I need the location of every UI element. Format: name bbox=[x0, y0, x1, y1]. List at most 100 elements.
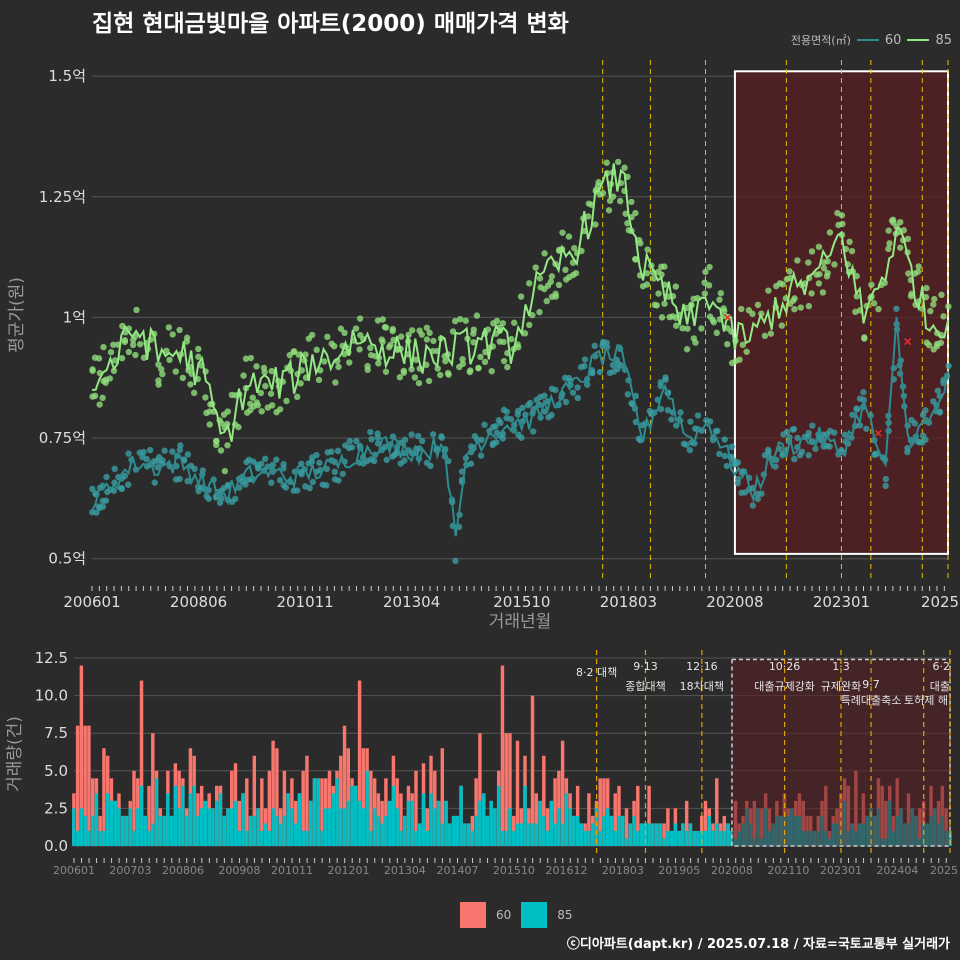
price-point-60 bbox=[863, 425, 870, 432]
volume-bar-60 bbox=[90, 778, 95, 846]
volume-bar-85 bbox=[387, 800, 392, 846]
policy-annotation-text: 8·2 대책 bbox=[576, 666, 617, 679]
legend-label-60: 60 bbox=[884, 32, 902, 48]
volume-bar-60 bbox=[237, 800, 241, 846]
volume-bar-60 bbox=[346, 748, 351, 846]
volume-bar-85 bbox=[414, 830, 418, 846]
volume-bar-85 bbox=[128, 808, 132, 846]
volume-bar-85 bbox=[117, 808, 121, 846]
price-point-60 bbox=[812, 445, 819, 453]
policy-annotation-text: 규제완화 bbox=[821, 680, 861, 693]
price-point-60 bbox=[93, 509, 100, 516]
price-point-85 bbox=[242, 355, 250, 362]
volume-bar-85 bbox=[636, 830, 640, 846]
price-point-85 bbox=[599, 190, 607, 197]
price-point-85 bbox=[331, 342, 338, 350]
price-point-60 bbox=[383, 456, 390, 464]
volume-bar-85 bbox=[316, 778, 320, 846]
price-point-85 bbox=[332, 379, 339, 386]
volume-bar-60 bbox=[369, 770, 373, 846]
volume-x-tick-label: 201510 bbox=[493, 864, 535, 877]
price-point-85 bbox=[698, 325, 705, 332]
volume-bar-85 bbox=[181, 785, 185, 846]
price-point-85 bbox=[240, 372, 247, 379]
price-point-85 bbox=[195, 353, 202, 360]
price-point-60 bbox=[789, 426, 797, 433]
price-point-85 bbox=[643, 281, 651, 288]
price-point-85 bbox=[886, 240, 893, 247]
volume-bar-85 bbox=[703, 830, 708, 846]
price-point-60 bbox=[331, 468, 339, 476]
price-point-60 bbox=[273, 456, 280, 463]
price-line-85 bbox=[91, 163, 949, 443]
price-point-60 bbox=[783, 428, 791, 436]
volume-bar-85 bbox=[372, 808, 377, 846]
price-point-60 bbox=[609, 361, 617, 369]
price-point-85 bbox=[462, 317, 469, 324]
price-point-60 bbox=[381, 443, 389, 451]
price-point-85 bbox=[451, 317, 459, 325]
volume-bar-85 bbox=[557, 808, 561, 846]
price-point-85 bbox=[155, 361, 162, 368]
volume-bar-85 bbox=[564, 793, 569, 846]
price-point-60 bbox=[794, 434, 801, 442]
price-point-85 bbox=[743, 348, 750, 355]
price-point-60 bbox=[146, 446, 154, 454]
price-point-60 bbox=[805, 429, 812, 437]
price-point-85 bbox=[110, 367, 118, 375]
policy-annotation-text: 1·3 bbox=[832, 660, 850, 673]
price-point-85 bbox=[767, 330, 775, 337]
price-point-85 bbox=[374, 317, 382, 324]
price-point-60 bbox=[786, 434, 793, 441]
volume-bar-60 bbox=[530, 695, 535, 846]
price-point-85 bbox=[315, 376, 323, 384]
volume-bar-85 bbox=[481, 793, 486, 846]
price-point-60 bbox=[734, 459, 742, 466]
price-point-60 bbox=[102, 497, 110, 504]
price-point-85 bbox=[565, 233, 573, 240]
price-point-85 bbox=[914, 268, 922, 275]
volume-bar-60 bbox=[684, 800, 689, 846]
policy-annotation-text: 6·2 bbox=[933, 660, 951, 673]
price-point-60 bbox=[683, 441, 690, 448]
volume-bar-85 bbox=[666, 830, 670, 846]
price-point-60 bbox=[353, 437, 360, 445]
volume-bar-60 bbox=[267, 770, 272, 846]
volume-bar-85 bbox=[290, 808, 294, 846]
volume-bar-85 bbox=[609, 815, 614, 846]
volume-legend: 60 85 bbox=[460, 902, 573, 928]
price-point-85 bbox=[672, 283, 679, 290]
legend-title: 전용면적(㎡) bbox=[790, 34, 851, 47]
price-point-60 bbox=[574, 394, 581, 402]
price-point-60 bbox=[536, 401, 543, 408]
price-point-85 bbox=[423, 336, 431, 343]
price-point-85 bbox=[190, 389, 198, 397]
price-point-60 bbox=[452, 557, 459, 565]
price-point-85 bbox=[500, 338, 507, 346]
volume-bar-85 bbox=[293, 823, 298, 846]
price-point-85 bbox=[529, 311, 536, 319]
price-point-60 bbox=[118, 485, 125, 493]
price-point-60 bbox=[668, 416, 675, 423]
price-x-tick-label: 2025 bbox=[921, 593, 959, 611]
price-point-60 bbox=[662, 376, 669, 383]
volume-bar-60 bbox=[399, 793, 403, 846]
price-point-60 bbox=[849, 411, 856, 418]
volume-bar-60 bbox=[515, 740, 520, 846]
price-point-60 bbox=[809, 422, 816, 429]
volume-bar-85 bbox=[158, 815, 163, 846]
volume-bar-60 bbox=[500, 665, 505, 846]
volume-bar-85 bbox=[696, 830, 700, 846]
policy-annotation-text: 12·16 bbox=[686, 660, 718, 673]
volume-bar-85 bbox=[230, 808, 234, 846]
volume-bar-60 bbox=[414, 770, 418, 846]
volume-bar-85 bbox=[530, 823, 535, 846]
price-x-axis-label: 거래년월 bbox=[489, 612, 552, 632]
price-point-60 bbox=[525, 402, 532, 409]
price-point-60 bbox=[151, 479, 158, 486]
volume-x-tick-label: 201905 bbox=[658, 864, 700, 877]
price-point-85 bbox=[481, 358, 489, 366]
price-x-tick-label: 201304 bbox=[383, 593, 440, 611]
volume-bar-85 bbox=[485, 815, 490, 846]
price-point-85 bbox=[706, 263, 713, 271]
